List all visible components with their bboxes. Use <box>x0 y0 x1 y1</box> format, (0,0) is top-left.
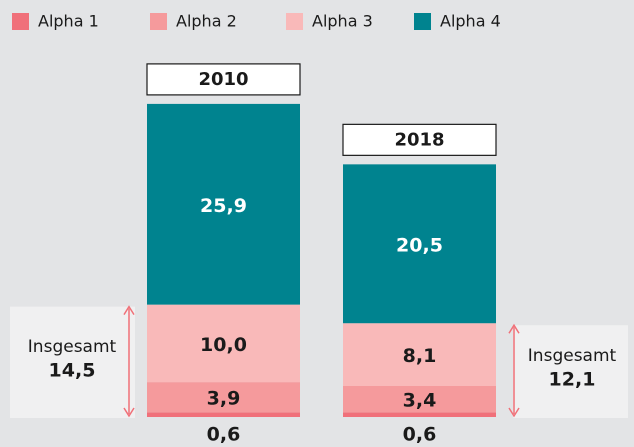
annotation-text: Insgesamt <box>528 346 617 366</box>
annotation-box <box>10 306 135 418</box>
value-label: 3,9 <box>207 388 241 410</box>
value-label: 20,5 <box>396 234 443 256</box>
legend-label: Alpha 2 <box>176 12 237 31</box>
bar-segment <box>147 103 300 305</box>
bar-segment <box>343 323 496 386</box>
legend-label: Alpha 4 <box>440 12 501 31</box>
category-label: 2018 <box>394 129 444 150</box>
annotation-value: 14,5 <box>49 359 96 381</box>
legend-label: Alpha 3 <box>312 12 373 31</box>
bar-segment <box>343 412 496 417</box>
arrow-head <box>123 407 135 418</box>
annotation-box <box>513 325 628 418</box>
value-label: 8,1 <box>403 345 437 367</box>
value-label: 3,4 <box>403 390 437 412</box>
bar-segment <box>147 412 300 417</box>
bar-segment <box>343 386 496 413</box>
annotation-value: 12,1 <box>549 369 596 391</box>
value-label: 25,9 <box>200 195 247 217</box>
legend-swatch <box>286 13 303 30</box>
arrow-head <box>123 305 135 316</box>
category-box <box>342 123 497 156</box>
arrow-head <box>508 407 520 418</box>
annotation-text: Insgesamt <box>28 337 117 357</box>
bar-segment <box>343 164 496 324</box>
bar-segment <box>147 304 300 383</box>
legend-label: Alpha 1 <box>38 12 99 31</box>
value-label: 10,0 <box>200 334 247 356</box>
value-label: 0,6 <box>403 424 437 446</box>
legend-swatch <box>150 13 167 30</box>
legend-swatch <box>414 13 431 30</box>
category-label: 2010 <box>198 69 248 90</box>
legend-swatch <box>12 13 29 30</box>
value-label: 0,6 <box>207 424 241 446</box>
category-box <box>146 63 301 96</box>
arrow-head <box>508 323 520 334</box>
bar-segment <box>147 382 300 413</box>
